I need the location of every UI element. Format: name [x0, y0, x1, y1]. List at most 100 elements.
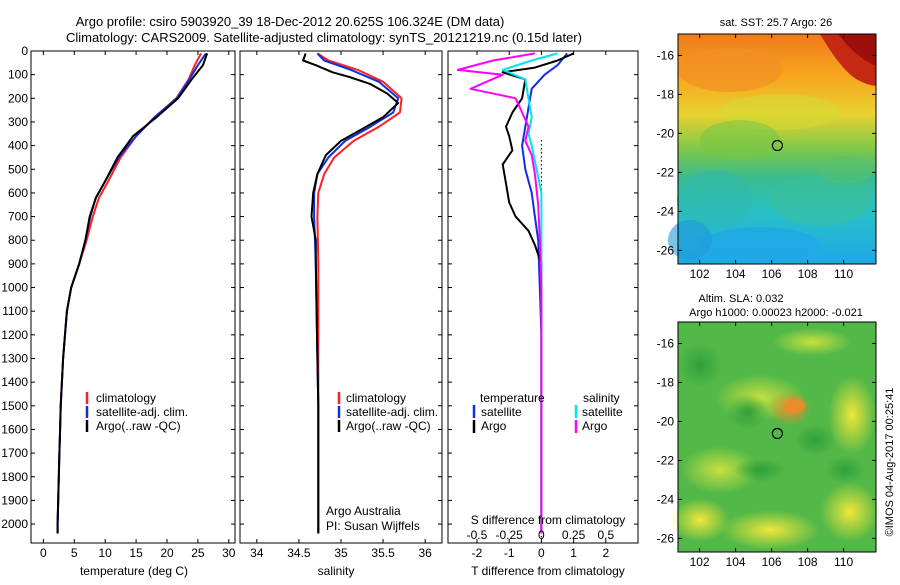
salinity-y-ticks — [240, 50, 442, 525]
map-lon-label: 102 — [690, 267, 710, 281]
s-diff-tick-label: 0 — [538, 528, 545, 542]
x-tick-label: 35 — [334, 546, 348, 560]
x-tick-label: 25 — [191, 546, 205, 560]
x-tick-label: 35.5 — [371, 546, 395, 560]
difference-y-ticks — [448, 50, 638, 525]
depth-tick-label: 0 — [21, 44, 28, 58]
map-lon-label: 110 — [834, 267, 853, 281]
x-tick-label: 0 — [538, 546, 545, 560]
depth-tick-label: 1100 — [2, 304, 28, 318]
depth-tick-label: 1700 — [1, 446, 28, 460]
series-line-s-argo — [456, 52, 543, 534]
x-tick-label: 0 — [40, 546, 47, 560]
legend-s-satellite-label: satellite — [582, 405, 623, 419]
depth-tick-label: 300 — [8, 115, 28, 129]
depth-tick-label: 1200 — [1, 328, 28, 342]
legend-argo-label: Argo(..raw -QC) — [96, 419, 181, 433]
legend-climatology-label: climatology — [346, 391, 406, 405]
map-lat-label: -24 — [657, 492, 675, 506]
x-tick-label: -1 — [504, 546, 515, 560]
x-tick-label: 36 — [418, 546, 432, 560]
imos-credit: ©IMOS 04-Aug-2017 00:25:41 — [884, 388, 896, 537]
x-tick-label: 15 — [129, 546, 143, 560]
salinity-x-axis: 34 34.5 35 35.5 36 — [250, 51, 432, 560]
legend-salinity-title: salinity — [583, 391, 620, 405]
depth-tick-label: 1400 — [1, 375, 28, 389]
s-difference-label: S difference from climatology — [471, 513, 626, 527]
difference-legend: temperature salinity satellite Argo sate… — [472, 391, 623, 433]
map-lat-label: -26 — [657, 243, 675, 257]
sst-map-title: sat. SST: 25.7 Argo: 26 — [720, 17, 833, 29]
series-line-s-satellite — [501, 52, 558, 534]
depth-tick-label: 500 — [8, 162, 28, 176]
salinity-legend: climatology satellite-adj. clim. Argo(..… — [337, 391, 438, 433]
difference-panel: -2 -1 0 1 2 temperature salinity satellite A… — [447, 50, 639, 578]
map-lon-label: 108 — [798, 267, 818, 281]
depth-tick-label: 1300 — [1, 352, 28, 366]
sst-map-panel: sat. SST: 25.7 Argo: 26 102 104 106 108 110 -… — [657, 17, 877, 281]
legend-temperature-title: temperature — [480, 391, 545, 405]
map-lon-label: 104 — [726, 267, 746, 281]
sla-map-axes: 102 104 106 108 110 -16 -18 -20 -22 -24 -26 — [657, 322, 876, 569]
map-lon-label: 106 — [762, 267, 782, 281]
legend-t-satellite-label: satellite — [481, 405, 522, 419]
s-diff-tick-label: -0.5 — [467, 528, 488, 542]
sla-heatmap — [670, 322, 880, 552]
salinity-x-label: salinity — [318, 564, 355, 578]
depth-tick-label: 2000 — [1, 517, 28, 531]
map-lat-label: -24 — [657, 204, 675, 218]
salinity-plot-frame — [239, 50, 443, 544]
figure-title-line1: Argo profile: csiro 5903920_39 18-Dec-20… — [76, 14, 505, 29]
temperature-y-axis: 0 100 200 300 400 500 600 700 800 900 1000 1100 1200… — [1, 44, 235, 531]
sst-map-frame — [677, 33, 877, 265]
t-difference-label: T difference from climatology — [471, 564, 625, 578]
map-lat-label: -16 — [657, 336, 675, 350]
figure-title-line2: Climatology: CARS2009. Satellite-adjuste… — [66, 30, 582, 45]
temperature-plot-frame — [30, 50, 236, 544]
map-lat-label: -26 — [657, 531, 675, 545]
argo-australia-label: Argo Australia — [326, 504, 401, 518]
argo-float-marker — [771, 427, 784, 440]
map-lon-label: 102 — [690, 555, 710, 569]
map-lon-label: 110 — [834, 555, 853, 569]
temperature-series — [56, 52, 209, 534]
depth-tick-label: 1600 — [1, 422, 28, 436]
difference-plot-frame — [447, 50, 639, 544]
pi-name-label: PI: Susan Wijffels — [326, 519, 420, 533]
map-lat-label: -18 — [657, 87, 675, 101]
sst-map-axes: 102 104 106 108 110 -16 -18 -20 -22 -24 -26 — [657, 34, 876, 281]
temperature-x-axis: 0 5 10 15 20 25 30 — [40, 51, 236, 560]
depth-tick-label: 800 — [8, 233, 28, 247]
sla-map-frame — [677, 321, 877, 553]
map-lat-label: -18 — [657, 375, 675, 389]
x-tick-label: 2 — [602, 546, 609, 560]
x-tick-label: 5 — [71, 546, 78, 560]
sla-map-title-line1: Altim. SLA: 0.032 — [699, 293, 784, 305]
legend-satellite-label: satellite-adj. clim. — [96, 405, 188, 419]
depth-tick-label: 600 — [8, 186, 28, 200]
map-lat-label: -20 — [657, 414, 675, 428]
temperature-panel: 0100200300400500600700800900100011001200… — [1, 44, 236, 578]
x-tick-label: 20 — [160, 546, 174, 560]
series-line-argo-raw-qc- — [302, 53, 400, 534]
legend-climatology-label: climatology — [96, 391, 156, 405]
depth-tick-label: 1000 — [1, 281, 28, 295]
legend-satellite-label: satellite-adj. clim. — [346, 405, 438, 419]
x-tick-label: 34 — [250, 546, 264, 560]
legend-argo-label: Argo(..raw -QC) — [346, 419, 431, 433]
argo-float-marker — [771, 139, 784, 152]
sla-map-title-line2: Argo h1000: 0.00023 h2000: -0.021 — [689, 307, 863, 319]
map-lon-label: 106 — [762, 555, 782, 569]
map-lon-label: 104 — [726, 555, 746, 569]
difference-series — [456, 52, 575, 534]
depth-tick-label: 900 — [8, 257, 28, 271]
map-lat-label: -20 — [657, 126, 675, 140]
map-lon-label: 108 — [798, 555, 818, 569]
x-tick-label: 34.5 — [287, 546, 311, 560]
series-line-t-argo — [501, 52, 575, 534]
depth-tick-label: 1900 — [1, 493, 28, 507]
temperature-legend: climatology satellite-adj. clim. Argo(..… — [85, 391, 188, 433]
depth-tick-label: 700 — [8, 210, 28, 224]
